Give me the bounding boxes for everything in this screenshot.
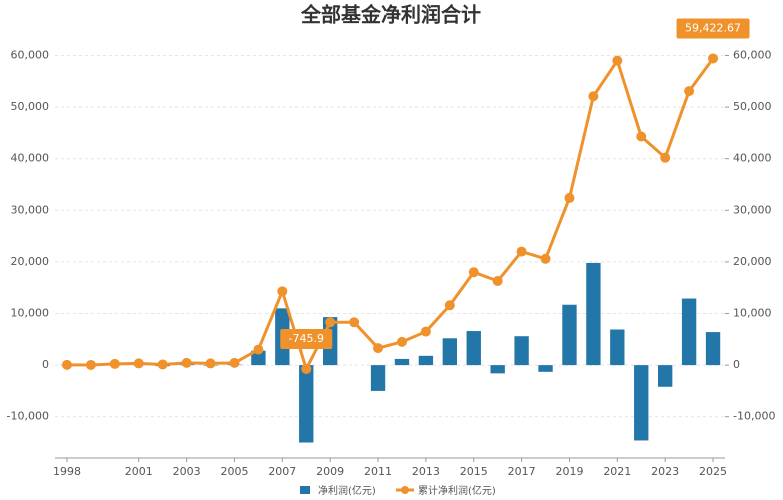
point bbox=[684, 86, 695, 97]
x-tick-label: 2025 bbox=[699, 465, 727, 478]
bar bbox=[514, 336, 529, 366]
y-tick-label: 0 bbox=[42, 358, 49, 371]
point bbox=[588, 91, 599, 102]
point bbox=[301, 363, 312, 374]
x-tick-label: 2017 bbox=[508, 465, 536, 478]
y-tick-label: 10,000 bbox=[11, 307, 50, 320]
bar bbox=[705, 332, 721, 366]
bar bbox=[658, 365, 673, 387]
point bbox=[564, 192, 575, 203]
point bbox=[420, 326, 431, 337]
bar bbox=[466, 331, 481, 366]
y-tick-label: 60,000 bbox=[11, 48, 50, 61]
y-tick-label: -10,000 bbox=[7, 410, 49, 423]
line bbox=[66, 57, 715, 373]
y2-tick-label: 50,000 bbox=[733, 100, 772, 113]
bar bbox=[370, 365, 386, 391]
point bbox=[468, 267, 479, 278]
point bbox=[85, 359, 96, 370]
x-tick-label: 2003 bbox=[173, 465, 201, 478]
bar bbox=[634, 365, 649, 441]
bar bbox=[538, 365, 553, 372]
y2-tick-label: 20,000 bbox=[733, 255, 772, 268]
bar bbox=[586, 262, 601, 366]
point bbox=[373, 343, 384, 354]
bar bbox=[299, 365, 314, 443]
point bbox=[61, 359, 72, 370]
y-tick-label: 50,000 bbox=[11, 100, 50, 113]
x-tick-label: 2005 bbox=[220, 465, 248, 478]
x-tick-label: 2019 bbox=[555, 465, 583, 478]
point bbox=[325, 317, 336, 328]
value-label: 59,422.67 bbox=[685, 21, 741, 34]
legend-swatch bbox=[300, 486, 310, 494]
x-tick-label: 2023 bbox=[651, 465, 679, 478]
value-label-box bbox=[676, 18, 750, 39]
y-tick-label: 20,000 bbox=[11, 255, 50, 268]
bar bbox=[610, 329, 625, 366]
chart-title: 全部基金净利润合计 bbox=[300, 3, 481, 27]
x-tick-label: 2021 bbox=[603, 465, 631, 478]
bar bbox=[681, 298, 697, 366]
y-tick-label: 30,000 bbox=[11, 203, 50, 216]
y2-tick-label: 10,000 bbox=[733, 307, 772, 320]
point bbox=[444, 300, 455, 311]
x-tick-label: 2013 bbox=[412, 465, 440, 478]
bar bbox=[562, 304, 577, 366]
x-tick-label: 2007 bbox=[268, 465, 296, 478]
point bbox=[229, 357, 240, 368]
point bbox=[612, 55, 623, 66]
point bbox=[133, 358, 144, 369]
y-tick-label: 40,000 bbox=[11, 152, 50, 165]
point bbox=[349, 317, 360, 328]
point bbox=[109, 358, 120, 369]
value-label: -745.9 bbox=[289, 332, 324, 345]
point bbox=[492, 275, 503, 286]
x-tick-label: 1998 bbox=[53, 465, 81, 478]
bar bbox=[251, 350, 266, 366]
point bbox=[396, 336, 407, 347]
bar bbox=[442, 338, 457, 366]
bar bbox=[490, 365, 505, 374]
legend-label: 净利润(亿元) bbox=[318, 484, 376, 497]
x-tick-label: 2015 bbox=[460, 465, 488, 478]
y2-tick-label: -10,000 bbox=[733, 410, 775, 423]
point bbox=[708, 53, 719, 64]
value-label-box bbox=[280, 328, 333, 349]
point bbox=[253, 344, 264, 355]
point bbox=[157, 359, 168, 370]
point bbox=[277, 286, 288, 297]
y2-tick-label: 0 bbox=[733, 358, 740, 371]
point bbox=[636, 131, 647, 142]
point bbox=[516, 246, 527, 257]
point bbox=[540, 253, 551, 264]
point bbox=[205, 358, 216, 369]
y2-tick-label: 40,000 bbox=[733, 152, 772, 165]
x-tick-label: 2001 bbox=[125, 465, 153, 478]
x-tick-label: 2011 bbox=[364, 465, 392, 478]
y2-tick-label: 30,000 bbox=[733, 203, 772, 216]
legend-label: 累计净利润(亿元) bbox=[418, 484, 496, 497]
point bbox=[181, 357, 192, 368]
bar bbox=[418, 355, 434, 366]
point bbox=[660, 152, 671, 163]
x-tick-label: 2009 bbox=[316, 465, 344, 478]
y2-tick-label: 60,000 bbox=[733, 48, 772, 61]
legend-swatch bbox=[401, 486, 409, 494]
bar bbox=[394, 358, 410, 366]
